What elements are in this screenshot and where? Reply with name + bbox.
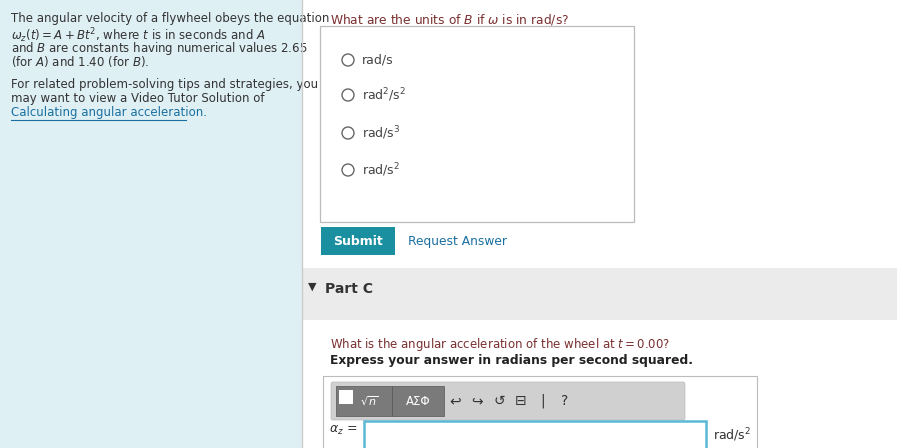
FancyBboxPatch shape [336,386,392,416]
Text: rad/s$^3$: rad/s$^3$ [362,124,400,142]
Text: Part C: Part C [325,282,373,296]
Text: Calculating angular acceleration.: Calculating angular acceleration. [11,106,207,119]
Text: may want to view a Video Tutor Solution of: may want to view a Video Tutor Solution … [11,92,265,105]
Text: ?: ? [562,394,569,408]
Text: rad/s: rad/s [362,53,394,66]
FancyBboxPatch shape [339,390,353,404]
Text: ↺: ↺ [493,394,505,408]
Text: ↪: ↪ [471,394,483,408]
FancyBboxPatch shape [392,386,444,416]
FancyBboxPatch shape [323,376,757,448]
FancyBboxPatch shape [0,0,302,448]
Text: ↩: ↩ [449,394,461,408]
Text: The angular velocity of a flywheel obeys the equation: The angular velocity of a flywheel obeys… [11,12,329,25]
Text: ▼: ▼ [308,282,317,292]
Text: Request Answer: Request Answer [408,234,507,247]
Text: For related problem-solving tips and strategies, you: For related problem-solving tips and str… [11,78,318,91]
Text: rad/s$^2$: rad/s$^2$ [362,161,400,179]
FancyBboxPatch shape [302,320,897,448]
Text: $\alpha_z$ =: $\alpha_z$ = [329,424,357,437]
FancyBboxPatch shape [321,227,395,255]
Text: AΣΦ: AΣΦ [405,395,431,408]
Text: $\omega_z(t) = A + Bt^2$, where $t$ is in seconds and $A$: $\omega_z(t) = A + Bt^2$, where $t$ is i… [11,26,266,45]
FancyBboxPatch shape [364,421,706,448]
FancyBboxPatch shape [320,26,634,222]
Text: rad/s$^2$: rad/s$^2$ [713,426,751,444]
FancyBboxPatch shape [331,382,685,420]
Text: Submit: Submit [333,234,383,247]
Text: Express your answer in radians per second squared.: Express your answer in radians per secon… [330,354,693,367]
Text: and $B$ are constants having numerical values 2.65: and $B$ are constants having numerical v… [11,40,308,57]
Text: |: | [541,394,545,408]
Text: $\sqrt{n}$: $\sqrt{n}$ [360,394,379,408]
Text: What are the units of $B$ if $\omega$ is in rad/s?: What are the units of $B$ if $\omega$ is… [330,12,569,27]
Text: (for $A$) and 1.40 (for $B$).: (for $A$) and 1.40 (for $B$). [11,54,149,69]
Text: rad$^2$/s$^2$: rad$^2$/s$^2$ [362,86,406,104]
FancyBboxPatch shape [302,268,897,320]
Text: What is the angular acceleration of the wheel at $t = 0.00$?: What is the angular acceleration of the … [330,336,670,353]
Text: ⊟: ⊟ [515,394,527,408]
